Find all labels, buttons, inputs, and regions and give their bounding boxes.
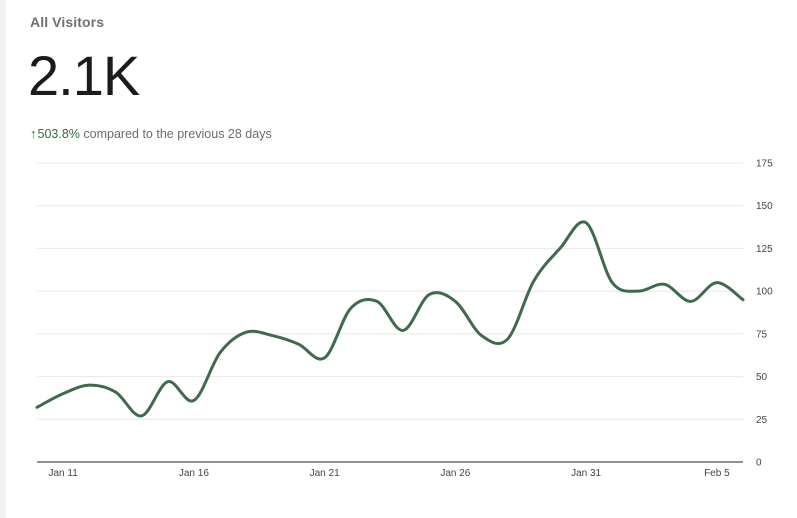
x-tick-label: Jan 31	[571, 468, 601, 479]
comparison-label: compared to the previous 28 days	[83, 127, 272, 141]
x-tick-label: Jan 11	[48, 468, 78, 479]
card-title: All Visitors	[30, 14, 105, 30]
visitors-card: All Visitors 2.1K ↑503.8% compared to th…	[6, 0, 797, 518]
y-tick-label: 75	[756, 329, 768, 340]
series-line	[35, 220, 745, 418]
x-axis-labels: Jan 11 Jan 16 Jan 21 Jan 26 Jan 31 Feb 5	[48, 468, 730, 479]
change-percentage: 503.8%	[37, 127, 80, 141]
y-tick-label: 100	[756, 287, 773, 298]
y-tick-label: 125	[756, 244, 773, 255]
x-tick-label: Feb 5	[704, 468, 730, 479]
y-tick-label: 25	[756, 415, 768, 426]
comparison-text: ↑503.8% compared to the previous 28 days	[30, 126, 272, 141]
x-tick-label: Jan 26	[440, 468, 470, 479]
total-visitors-value: 2.1K	[28, 44, 140, 107]
grid-lines	[37, 162, 743, 420]
arrow-up-icon: ↑	[30, 126, 37, 141]
x-tick-label: Jan 21	[310, 468, 340, 479]
sidebar-edge	[0, 0, 6, 518]
x-tick-label: Jan 16	[179, 468, 209, 479]
y-axis-labels: 0 25 50 75 100 125 150 175	[756, 159, 773, 469]
y-tick-label: 175	[756, 159, 773, 170]
y-tick-label: 150	[756, 201, 773, 212]
y-tick-label: 0	[756, 458, 762, 469]
y-tick-label: 50	[756, 372, 768, 383]
series-lines	[35, 220, 745, 418]
